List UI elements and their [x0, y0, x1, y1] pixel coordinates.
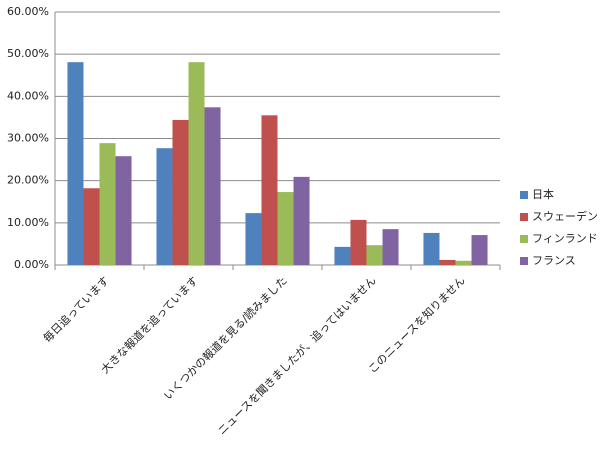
bar	[334, 246, 351, 265]
y-tick-label: 50.00%	[7, 47, 49, 60]
bar	[423, 232, 440, 265]
bar	[67, 62, 84, 266]
bar	[350, 219, 367, 265]
y-tick-label: 0.00%	[14, 258, 49, 271]
y-tick-label: 30.00%	[7, 132, 49, 145]
bar	[382, 229, 399, 265]
y-tick-label: 10.00%	[7, 216, 49, 229]
x-tick-label: ニュースを聞きましたが、追ってはいません	[215, 273, 379, 437]
bar	[471, 235, 488, 265]
bar	[99, 143, 116, 265]
legend-label: 日本	[532, 187, 554, 201]
bar	[115, 156, 132, 265]
legend-label: フィンランド	[532, 232, 598, 245]
y-tick-label: 60.00%	[7, 5, 49, 18]
bar	[277, 192, 294, 265]
bar	[156, 148, 173, 265]
bar	[245, 213, 262, 265]
legend-swatch	[520, 235, 528, 243]
legend-swatch	[520, 191, 528, 199]
legend-label: フランス	[532, 254, 576, 267]
legend-label: スウェーデン	[532, 209, 598, 223]
legend-swatch	[520, 213, 528, 221]
bar	[188, 62, 205, 266]
bar	[293, 176, 310, 265]
y-tick-label: 40.00%	[7, 89, 49, 102]
bar	[261, 115, 278, 265]
x-tick-label: 大きな報道を追っています	[98, 273, 201, 376]
bar	[439, 259, 456, 265]
y-tick-label: 20.00%	[7, 174, 49, 187]
bar	[172, 119, 189, 266]
bar	[204, 107, 221, 266]
bar	[366, 245, 383, 265]
legend-swatch	[520, 257, 528, 265]
bar	[455, 260, 472, 265]
x-tick-label: 毎日追っています	[40, 273, 112, 345]
bar	[83, 188, 100, 265]
x-tick-label: このニュースを知りません	[365, 273, 468, 376]
